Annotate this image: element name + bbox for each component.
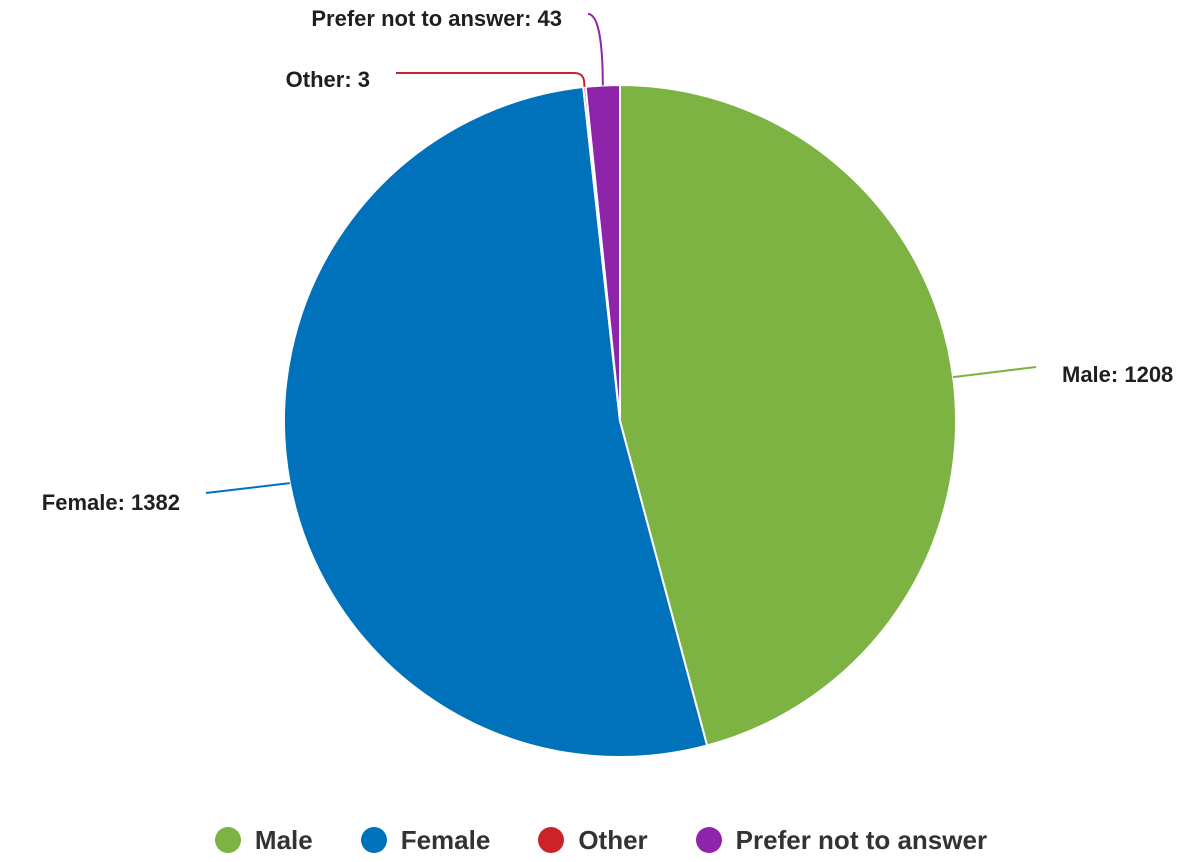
- legend-item-other[interactable]: Other: [538, 824, 648, 856]
- pie-slices: [283, 83, 957, 758]
- legend-label-male: Male: [254, 824, 313, 855]
- pie-chart: Male: 1208 Female: 1382 Other: 3 Prefer …: [42, 6, 1174, 758]
- legend-item-prefer-not-to-answer[interactable]: Prefer not to answer: [695, 824, 988, 856]
- legend-label-female: Female: [400, 824, 491, 855]
- data-label-male: Male: 1208: [1062, 362, 1173, 387]
- leader-line-prefer-not-to-answer: [587, 13, 604, 86]
- legend-marker-male: [214, 827, 241, 853]
- leader-line-other: [396, 72, 586, 87]
- chart-legend: Male Female Other Prefer not to answer: [0, 818, 1202, 862]
- data-label-other: Other: 3: [286, 67, 370, 92]
- legend-label-other: Other: [578, 824, 648, 855]
- legend-item-male[interactable]: Male: [214, 824, 313, 856]
- data-label-prefer-not-to-answer: Prefer not to answer: 43: [311, 6, 562, 31]
- legend-item-female[interactable]: Female: [360, 824, 491, 856]
- data-label-female: Female: 1382: [42, 490, 180, 515]
- leader-line-female: [205, 482, 290, 494]
- legend-marker-female: [360, 827, 387, 853]
- legend-marker-other: [538, 827, 565, 853]
- legend-marker-prefer-not-to-answer: [695, 827, 722, 853]
- legend-label-prefer-not-to-answer: Prefer not to answer: [735, 824, 988, 855]
- data-labels: Male: 1208 Female: 1382 Other: 3 Prefer …: [42, 6, 1174, 515]
- leader-line-male: [952, 366, 1037, 379]
- leader-lines: [205, 13, 1037, 494]
- pie-slice-male[interactable]: [619, 83, 957, 747]
